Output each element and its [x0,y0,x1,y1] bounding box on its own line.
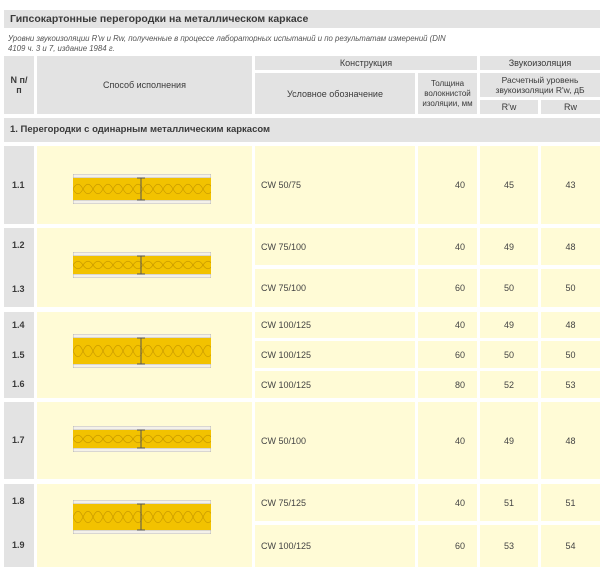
thickness-cell: 60 [418,341,477,368]
rw2-cell: 50 [541,269,600,307]
designation-cell: CW 100/125 [255,371,415,398]
rw2-cell: 48 [541,312,600,338]
wall-section-drawing [73,252,211,278]
section-heading-label: 1. Перегородки с одинарным металлическим… [10,124,271,135]
number-column-group-4: 1.7 [4,402,34,479]
rw1-cell: 52 [480,371,538,398]
thickness-cell: 40 [418,312,477,338]
designation-cell: CW 75/125 [255,484,415,521]
rw1-cell: 49 [480,228,538,265]
header-construction: Конструкция [255,56,477,70]
row-number: 1.3 [12,284,25,294]
header-rw2-label: Rw [564,102,577,112]
header-designation: Условное обозначение [255,73,415,114]
header-rw1: R'w [480,100,538,114]
rw1-cell: 49 [480,402,538,479]
number-column-group-2: 1.2 1.3 [4,228,34,307]
row-number: 1.5 [12,350,25,360]
rw2-cell: 48 [541,228,600,265]
section-heading: 1. Перегородки с одинарным металлическим… [4,118,600,142]
thickness-cell: 60 [418,525,477,567]
header-method-label: Способ исполнения [103,80,186,90]
rw2-cell: 48 [541,402,600,479]
header-num: N п/п [4,56,34,114]
thickness-cell: 40 [418,146,477,224]
header-sound: Звукоизоляция [480,56,600,70]
number-column-group-1: 1.1 [4,146,34,224]
rw2-cell: 53 [541,371,600,398]
rw1-cell: 50 [480,269,538,307]
designation-cell: CW 100/125 [255,341,415,368]
header-designation-label: Условное обозначение [287,88,383,99]
rw2-cell: 54 [541,525,600,567]
row-number: 1.9 [12,540,25,550]
row-number: 1.1 [12,180,25,190]
wall-section-drawing [73,334,211,368]
header-construction-label: Конструкция [339,58,393,68]
thickness-cell: 40 [418,402,477,479]
rw1-cell: 49 [480,312,538,338]
header-num-label: N п/п [10,75,28,95]
rw1-cell: 51 [480,484,538,521]
header-rw2: Rw [541,100,600,114]
number-column-group-3: 1.4 1.5 1.6 [4,312,34,398]
header-thickness: Толщина волокнистой изоляции, мм [418,73,477,114]
header-method: Способ исполнения [37,56,252,114]
row-number: 1.2 [12,240,25,250]
wall-section-drawing [73,174,211,204]
row-number: 1.4 [12,320,25,330]
row-number: 1.6 [12,379,25,389]
note-text: Уровни звукоизоляции R'w и Rw, полученны… [8,34,446,53]
designation-cell: CW 100/125 [255,525,415,567]
header-rw1-label: R'w [501,102,517,112]
rw1-cell: 53 [480,525,538,567]
thickness-cell: 40 [418,484,477,521]
thickness-cell: 40 [418,228,477,265]
table-title: Гипсокартонные перегородки на металличес… [10,13,309,25]
thickness-cell: 60 [418,269,477,307]
rw2-cell: 51 [541,484,600,521]
designation-cell: CW 75/100 [255,228,415,265]
designation-cell: CW 75/100 [255,269,415,307]
header-thickness-label: Толщина волокнистой изоляции, мм [422,78,473,108]
number-column-group-5: 1.8 1.9 [4,484,34,567]
rw1-cell: 50 [480,341,538,368]
designation-cell: CW 100/125 [255,312,415,338]
designation-cell: CW 50/100 [255,402,415,479]
header-sound-label: Звукоизоляция [508,58,572,68]
wall-section-drawing [73,426,211,452]
header-level: Расчетный уровень звукоизоляции R'w, дБ [480,73,600,97]
row-number: 1.8 [12,496,25,506]
rw2-cell: 50 [541,341,600,368]
rw2-cell: 43 [541,146,600,224]
table-title-bar: Гипсокартонные перегородки на металличес… [4,10,600,28]
wall-section-drawing [73,500,211,534]
rw1-cell: 45 [480,146,538,224]
designation-cell: CW 50/75 [255,146,415,224]
header-level-label: Расчетный уровень звукоизоляции R'w, дБ [495,75,585,95]
row-number: 1.7 [12,435,25,445]
thickness-cell: 80 [418,371,477,398]
